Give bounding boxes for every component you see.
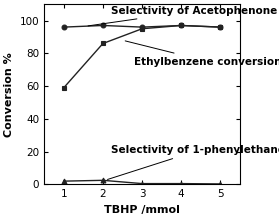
Y-axis label: Conversion %: Conversion %	[4, 52, 14, 137]
Text: Selectivity of Acetophenone: Selectivity of Acetophenone	[88, 6, 277, 26]
Text: Ethylbenzene conversion: Ethylbenzene conversion	[125, 41, 279, 67]
Text: Selectivity of 1-phenylethanol: Selectivity of 1-phenylethanol	[107, 145, 279, 180]
X-axis label: TBHP /mmol: TBHP /mmol	[104, 205, 180, 215]
